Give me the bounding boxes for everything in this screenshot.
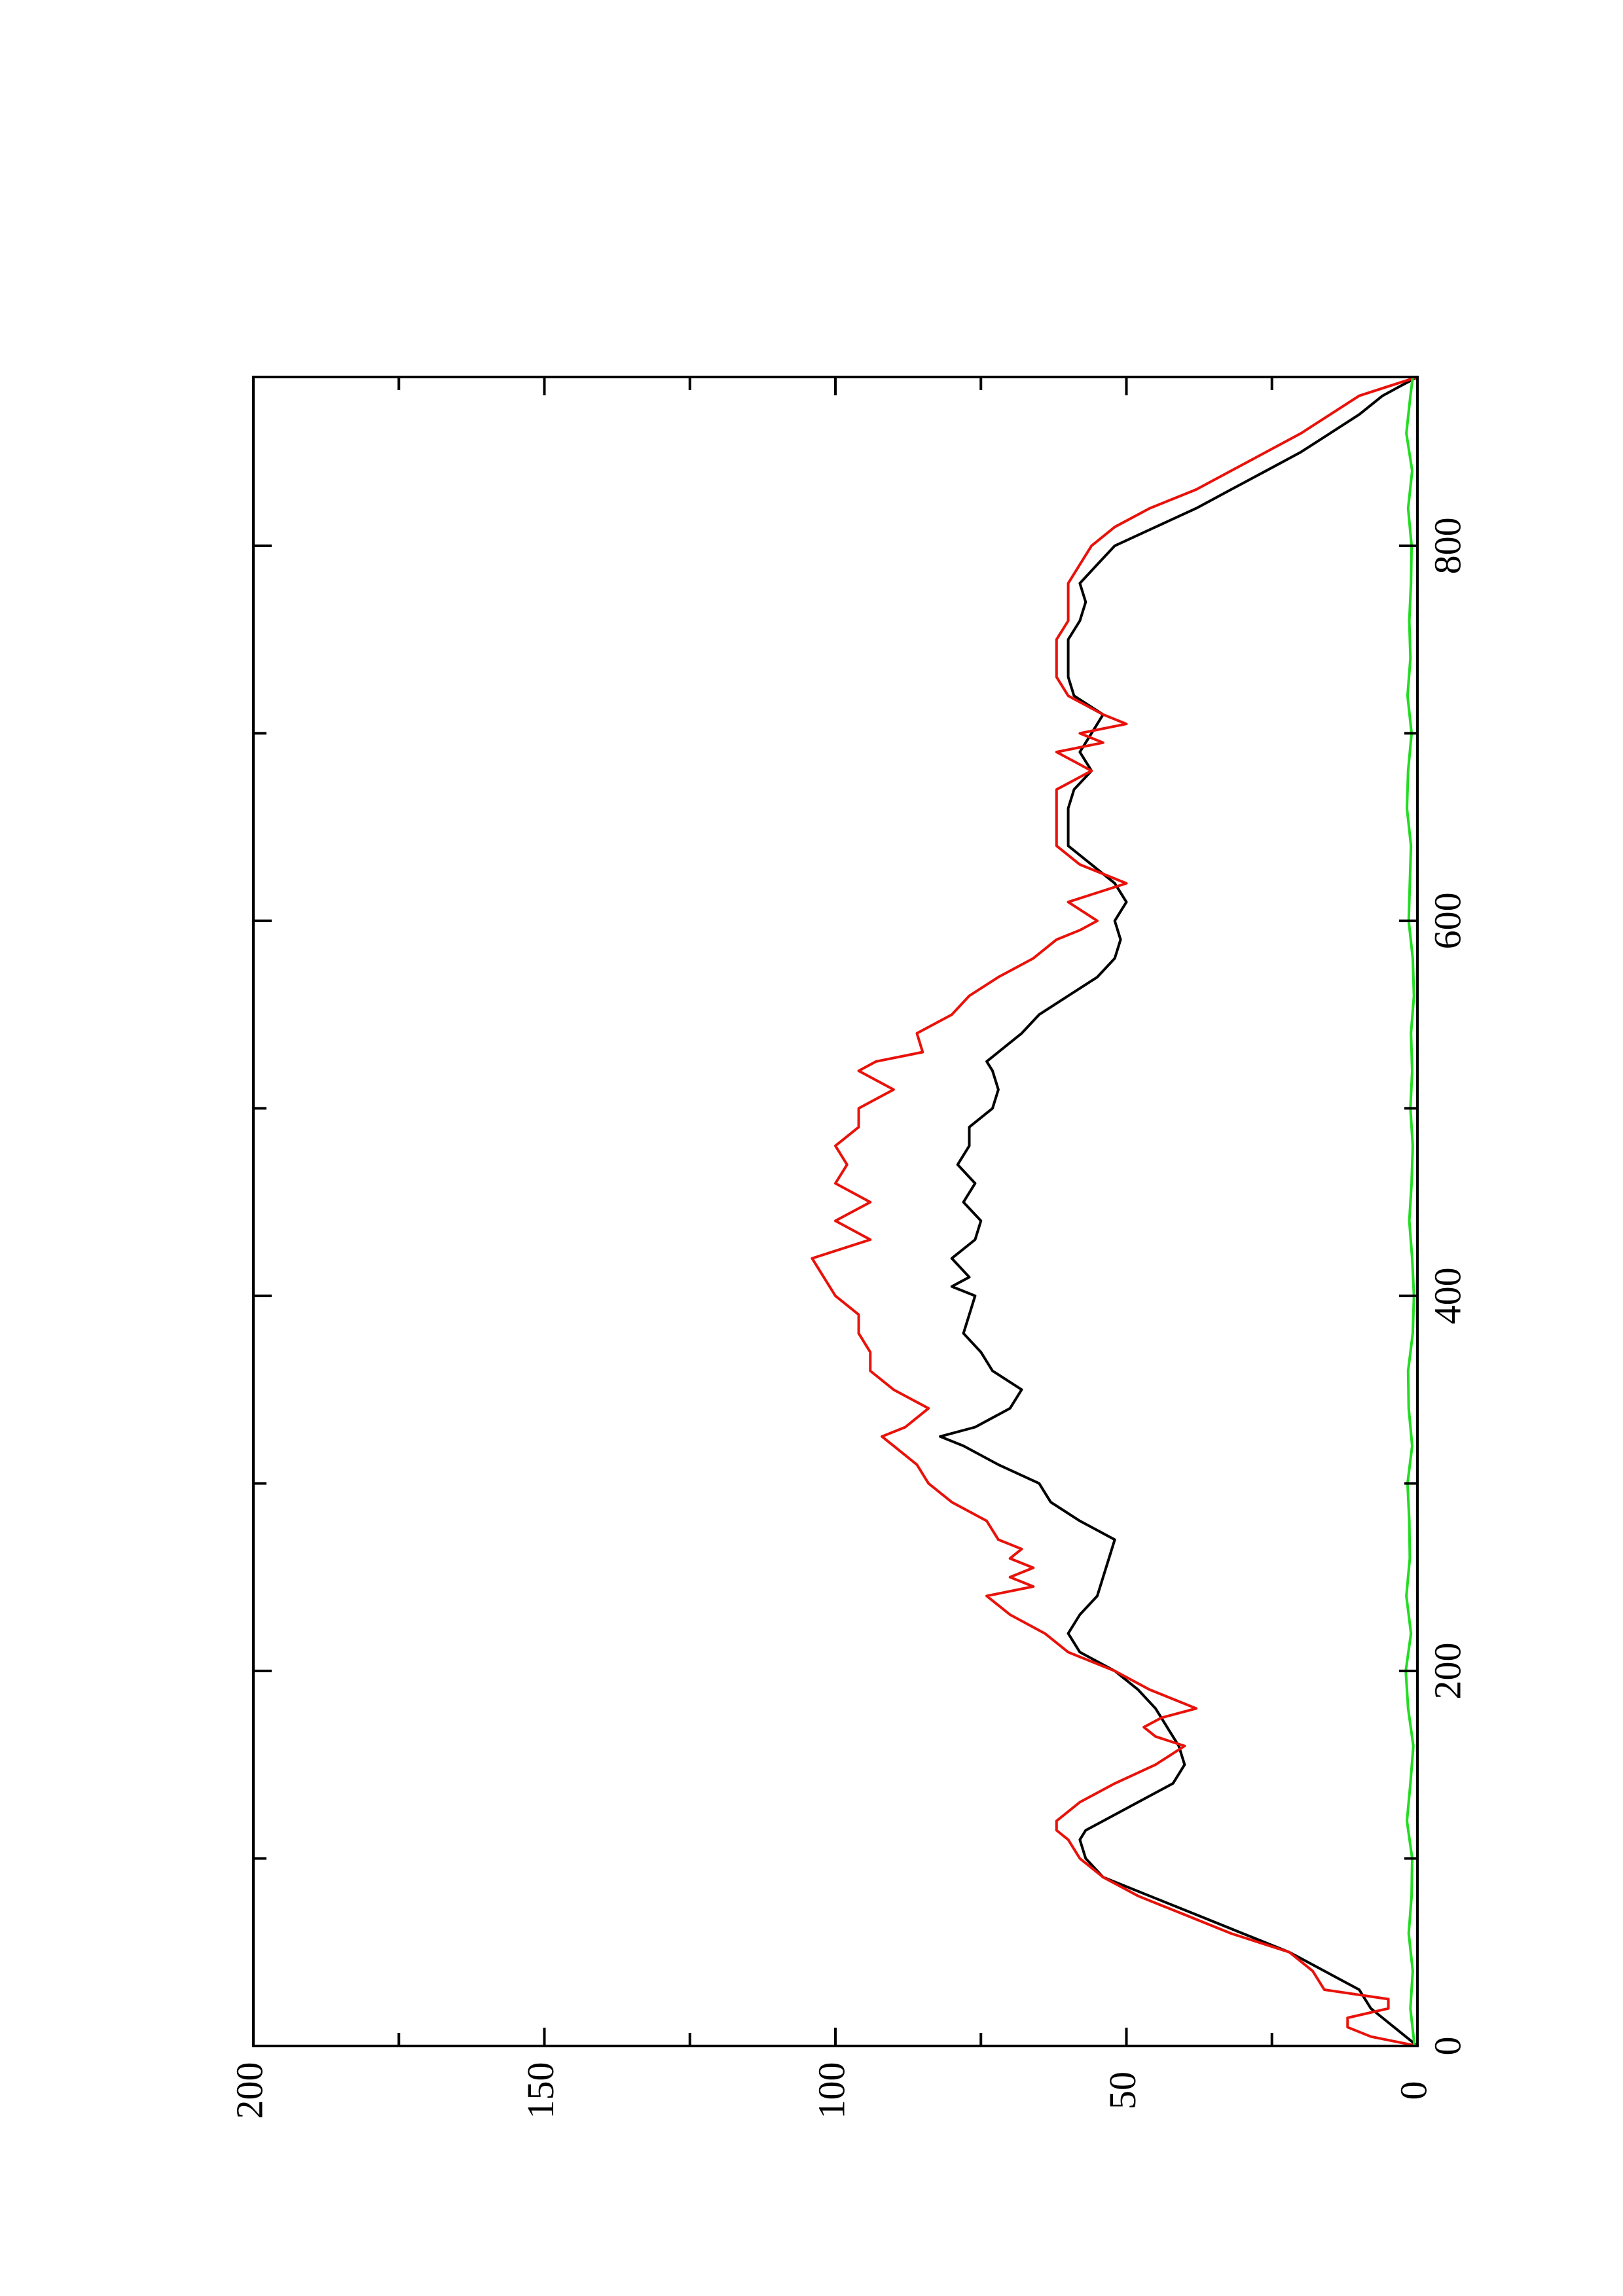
series-layer xyxy=(811,376,1419,2047)
x-tick-label: 200 xyxy=(1426,1642,1468,1699)
y-tick-label: 100 xyxy=(810,2062,852,2119)
y-tick-label: 150 xyxy=(519,2062,562,2119)
tick-labels-layer: 0 200 400 600 800 0 50 100 150 200 xyxy=(228,517,1468,2119)
x-tick-label: 800 xyxy=(1426,517,1468,574)
series-line-3 xyxy=(1404,376,1416,2047)
y-tick-label: 200 xyxy=(228,2062,270,2119)
x-tick-label: 0 xyxy=(1426,2037,1468,2056)
plot-frame xyxy=(252,376,1419,2047)
series-line-2 xyxy=(811,376,1418,2047)
y-tick-label: 0 xyxy=(1392,2081,1434,2100)
x-tick-label: 400 xyxy=(1426,1267,1468,1324)
x-tick-label: 600 xyxy=(1426,892,1468,949)
y-tick-label: 50 xyxy=(1101,2072,1144,2109)
series-line-1 xyxy=(939,376,1419,2047)
